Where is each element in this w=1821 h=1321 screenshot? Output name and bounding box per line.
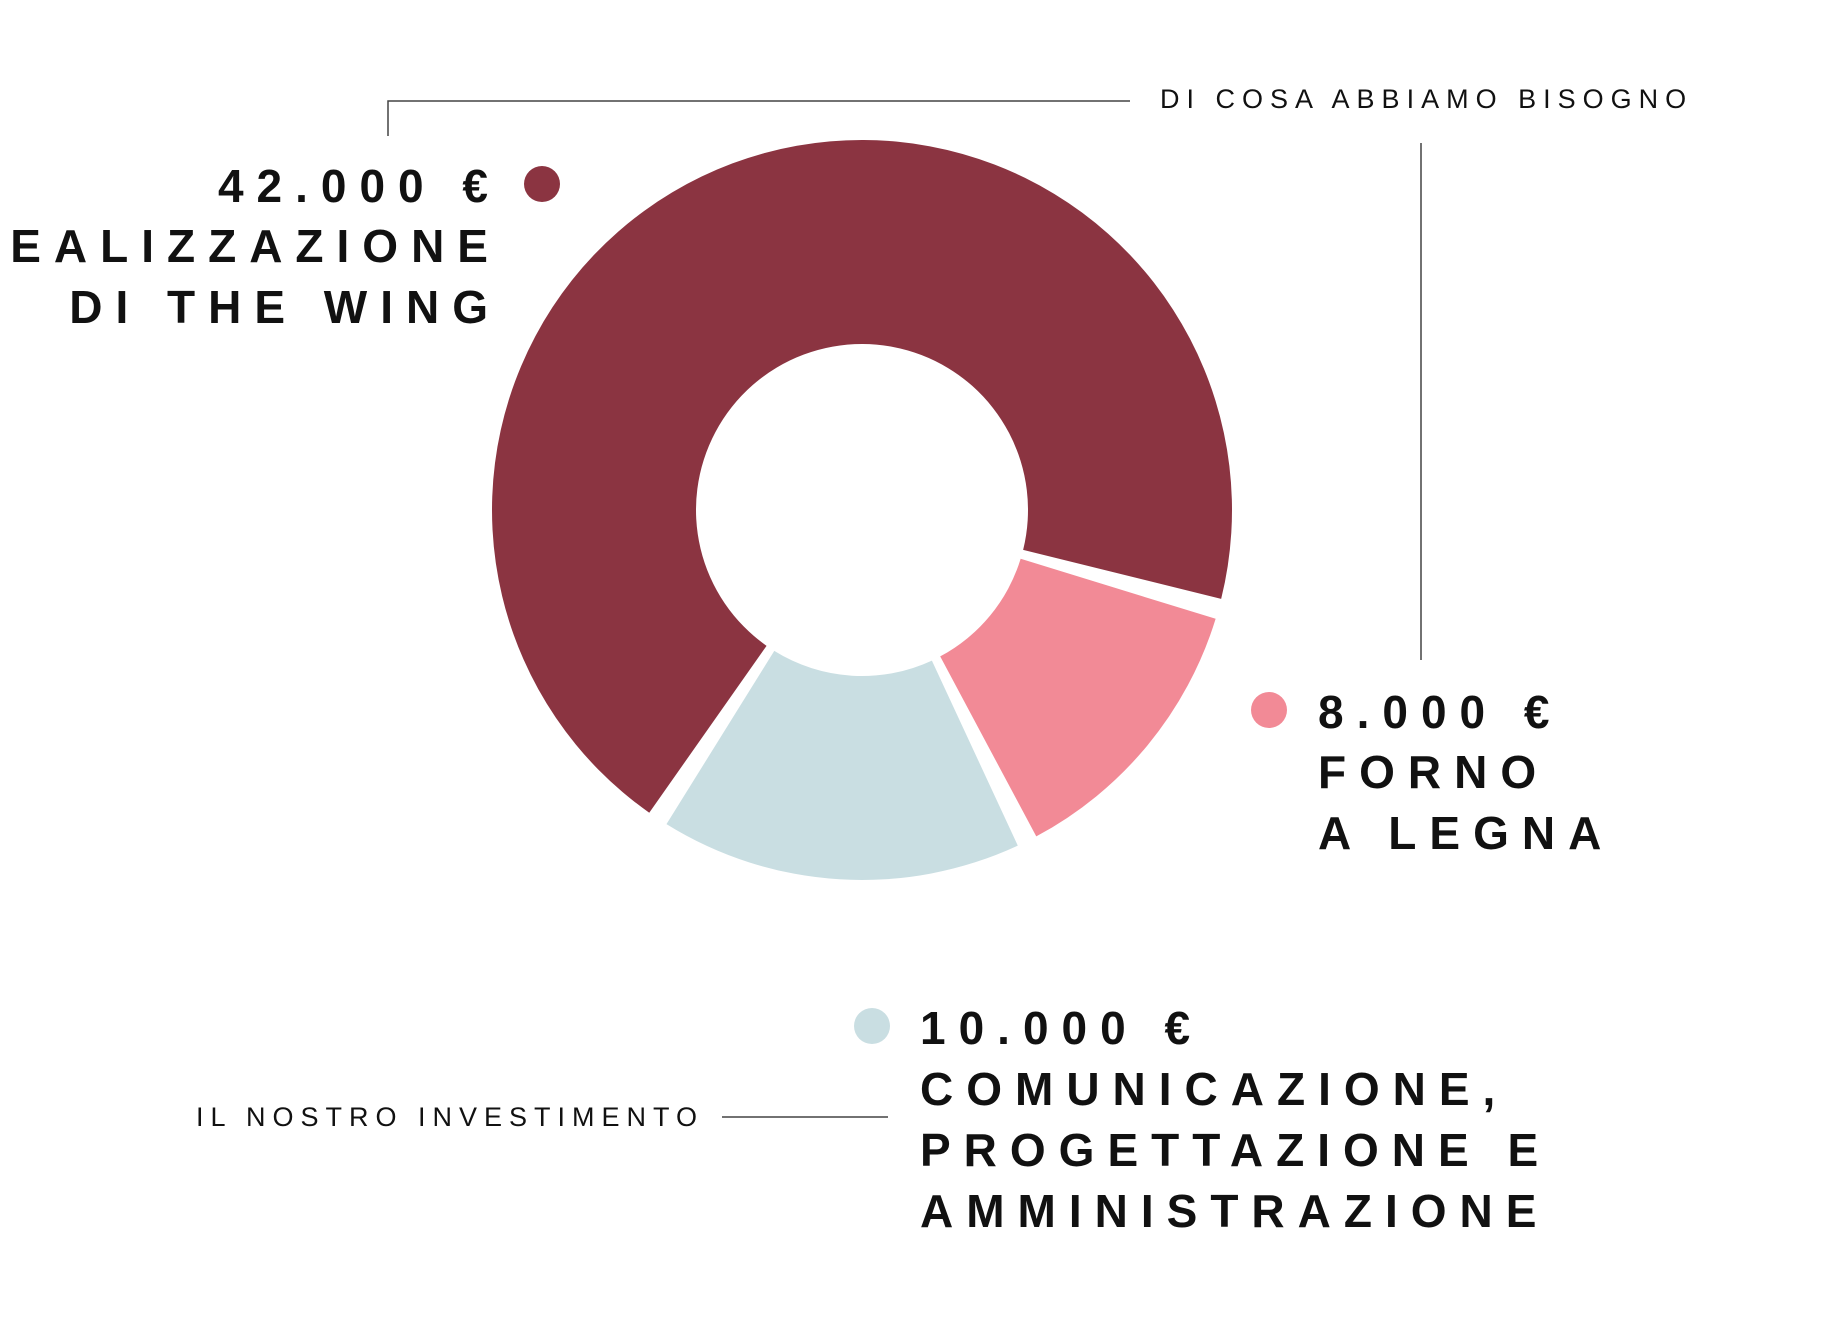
legend-dot-forno (1251, 692, 1287, 728)
chart-caption-bottom: IL NOSTRO INVESTIMENTO (196, 1102, 705, 1132)
slice-label-forno-line1: FORNO (1318, 746, 1550, 798)
donut-slice-realizzazione (491, 140, 1232, 813)
donut-slice-comunicazione (666, 650, 1018, 881)
slice-label-comunicazione-line3: AMMINISTRAZIONE (920, 1185, 1550, 1237)
top-connector-line (387, 100, 1130, 136)
slice-amount-forno: 8.000 € (1318, 686, 1563, 738)
donut-slices (491, 140, 1232, 881)
slice-label-comunicazione-line2: PROGETTAZIONE E (920, 1124, 1552, 1176)
legend-dot-comunicazione (854, 1008, 890, 1044)
slice-amount-comunicazione: 10.000 € (920, 1002, 1204, 1054)
slice-label-comunicazione-line1: COMUNICAZIONE, (920, 1063, 1509, 1115)
slice-amount-realizzazione: 42.000 € (217, 160, 501, 212)
donut-slice-forno (940, 558, 1216, 837)
slice-label-forno-line2: A LEGNA (1318, 807, 1615, 859)
legend-dot-realizzazione (524, 166, 560, 202)
slice-label-realizzazione-line1: REALIZZAZIONE (0, 220, 501, 272)
connector-lines (387, 100, 1422, 1118)
slice-label-realizzazione-line2: DI THE WING (69, 281, 501, 333)
chart-caption-top: DI COSA ABBIAMO BISOGNO (1160, 84, 1694, 114)
